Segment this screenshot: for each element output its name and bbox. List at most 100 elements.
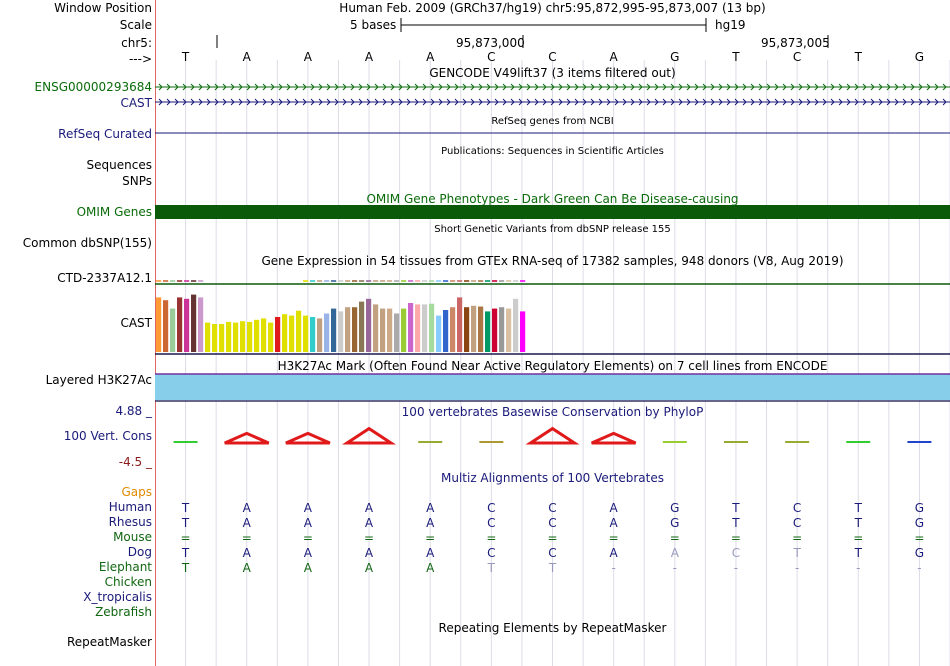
multiz-base: G — [915, 516, 924, 530]
strand-chevron — [350, 83, 355, 91]
track-label-gtex-cast[interactable]: CAST — [120, 316, 152, 330]
strand-chevron — [390, 83, 395, 91]
strand-chevron — [334, 83, 339, 91]
strand-chevron — [318, 98, 323, 106]
gtex-bar — [359, 301, 365, 352]
gtex-ctd-mini-bar — [408, 280, 414, 282]
strand-chevron — [646, 98, 651, 106]
gtex-ctd-mini-bar — [513, 280, 519, 282]
strand-chevron — [230, 98, 235, 106]
strand-chevron — [518, 83, 523, 91]
multiz-species-human[interactable]: Human — [108, 500, 152, 514]
multiz-species-mouse[interactable]: Mouse — [113, 530, 152, 544]
strand-chevron — [526, 98, 531, 106]
strand-chevron — [518, 98, 523, 106]
track-label-cons[interactable]: 100 Vert. Cons — [63, 429, 152, 443]
track-label-omim[interactable]: OMIM Genes — [76, 205, 152, 219]
strand-chevron — [790, 98, 795, 106]
gtex-bar — [429, 303, 435, 352]
track-label-snps[interactable]: SNPs — [122, 174, 152, 188]
strand-chevron — [774, 83, 779, 91]
multiz-base: = — [303, 531, 313, 545]
strand-chevron — [710, 83, 715, 91]
cons-min-label: -4.5 _ — [118, 455, 152, 469]
strand-chevron — [342, 83, 347, 91]
track-label-repeatmasker[interactable]: RepeatMasker — [66, 635, 152, 649]
track-label-dbsnp[interactable]: Common dbSNP(155) — [22, 236, 152, 250]
gtex-bar — [303, 315, 309, 352]
strand-chevron — [918, 83, 923, 91]
strand-chevron — [278, 98, 283, 106]
multiz-base: A — [610, 546, 619, 560]
multiz-species-elephant[interactable]: Elephant — [98, 560, 152, 574]
track-label-gtex-ctd[interactable]: CTD-2337A12.1 — [57, 271, 152, 285]
multiz-base: T — [181, 501, 190, 515]
strand-chevron — [246, 83, 251, 91]
strand-chevron — [934, 98, 939, 106]
multiz-base: A — [243, 516, 252, 530]
strand-chevron — [206, 83, 211, 91]
multiz-species-dog[interactable]: Dog — [127, 545, 152, 559]
strand-chevron — [478, 83, 483, 91]
scale-label: Scale — [119, 18, 152, 32]
strand-chevron — [358, 98, 363, 106]
multiz-species-zebrafish[interactable]: Zebrafish — [95, 605, 152, 619]
strand-chevron — [750, 83, 755, 91]
gtex-ctd-mini-bar — [156, 280, 162, 282]
strand-chevron — [606, 83, 611, 91]
multiz-base: = — [609, 531, 619, 545]
multiz-species-x_tropicalis[interactable]: X_tropicalis — [83, 590, 152, 604]
track-label-refseq[interactable]: RefSeq Curated — [58, 127, 152, 141]
multiz-base: - — [611, 561, 615, 575]
strand-chevron — [758, 83, 763, 91]
strand-chevron — [838, 98, 843, 106]
strand-chevron — [734, 83, 739, 91]
gtex-bar — [191, 294, 197, 352]
strand-chevron — [718, 83, 723, 91]
gtex-ctd-mini-bar — [380, 280, 386, 282]
multiz-gaps-label: Gaps — [121, 485, 152, 499]
strand-chevron — [646, 83, 651, 91]
gtex-ctd-mini-bar — [450, 280, 456, 282]
strand-chevron — [246, 98, 251, 106]
gtex-bar — [408, 303, 414, 352]
strand-chevron — [862, 98, 867, 106]
browser-track-image[interactable]: T A A A A C C A G T C T G T A A A A C C A G T C T G T A A A A C C A G T C T G =… — [155, 0, 950, 666]
multiz-species-rhesus[interactable]: Rhesus — [108, 515, 152, 529]
strand-chevron — [158, 83, 163, 91]
multiz-base: C — [548, 516, 556, 530]
h3k27ac-band — [155, 374, 950, 400]
strand-chevron — [830, 83, 835, 91]
multiz-base: C — [793, 516, 801, 530]
strand-chevron — [366, 98, 371, 106]
strand-chevron — [470, 98, 475, 106]
cons-peak — [285, 431, 331, 445]
gtex-ctd-mini-bar — [177, 280, 183, 282]
multiz-base: T — [181, 516, 190, 530]
track-label-h3k27ac[interactable]: Layered H3K27Ac — [45, 373, 152, 387]
track-label-sequences[interactable]: Sequences — [86, 158, 152, 172]
strand-chevron — [158, 98, 163, 106]
strand-chevron — [350, 98, 355, 106]
cons-peak — [342, 426, 397, 445]
multiz-base: = — [853, 531, 863, 545]
strand-chevron — [494, 98, 499, 106]
strand-chevron — [734, 98, 739, 106]
strand-chevron — [438, 83, 443, 91]
gtex-ctd-mini-bar — [499, 280, 505, 282]
gtex-bar — [506, 308, 512, 352]
strand-chevron — [294, 83, 299, 91]
strand-chevron — [598, 83, 603, 91]
strand-chevron — [430, 83, 435, 91]
multiz-species-chicken[interactable]: Chicken — [104, 575, 152, 589]
track-label-gencode-cast[interactable]: CAST — [120, 96, 152, 110]
strand-chevron — [582, 98, 587, 106]
gtex-ctd-mini-bar — [401, 280, 407, 282]
strand-chevron — [254, 98, 259, 106]
strand-chevron — [886, 83, 891, 91]
base-letter: A — [610, 50, 619, 64]
strand-chevron — [182, 83, 187, 91]
cons-peak — [525, 426, 580, 445]
gtex-ctd-mini-bar — [373, 280, 379, 282]
track-label-gencode-ensg[interactable]: ENSG00000293684 — [34, 80, 152, 94]
